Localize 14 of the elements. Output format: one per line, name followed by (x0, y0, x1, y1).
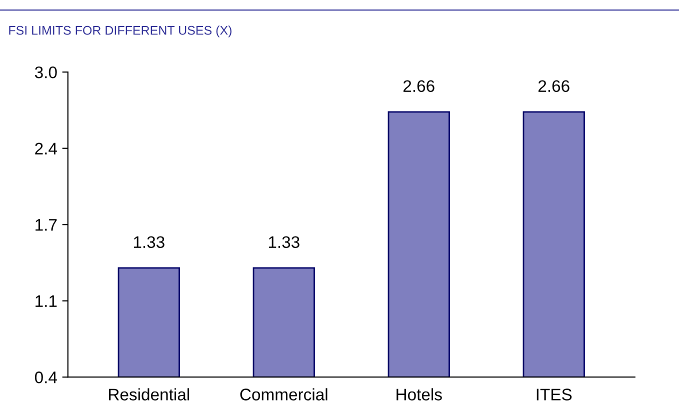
data-label: 1.33 (134, 236, 164, 248)
y-tick-label: 0.4 (34, 372, 57, 384)
x-tick-label: Commercial (240, 388, 328, 400)
y-tick-label: 2.4 (35, 142, 57, 154)
y-tick-label: 3.0 (34, 66, 57, 78)
y-tick-label: 1.1 (36, 295, 57, 307)
x-tick-label: Residential (109, 388, 190, 400)
data-label: 2.66 (404, 80, 434, 92)
y-tick-label: 1.7 (36, 219, 57, 231)
x-tick-label: ITES (536, 388, 572, 400)
data-label: 1.33 (268, 236, 300, 248)
data-label: 2.66 (538, 80, 570, 92)
chart-title: FSI LIMITS FOR DIFFERENT USES (X) (9, 26, 232, 38)
x-tick-label: Hotels (396, 388, 442, 400)
